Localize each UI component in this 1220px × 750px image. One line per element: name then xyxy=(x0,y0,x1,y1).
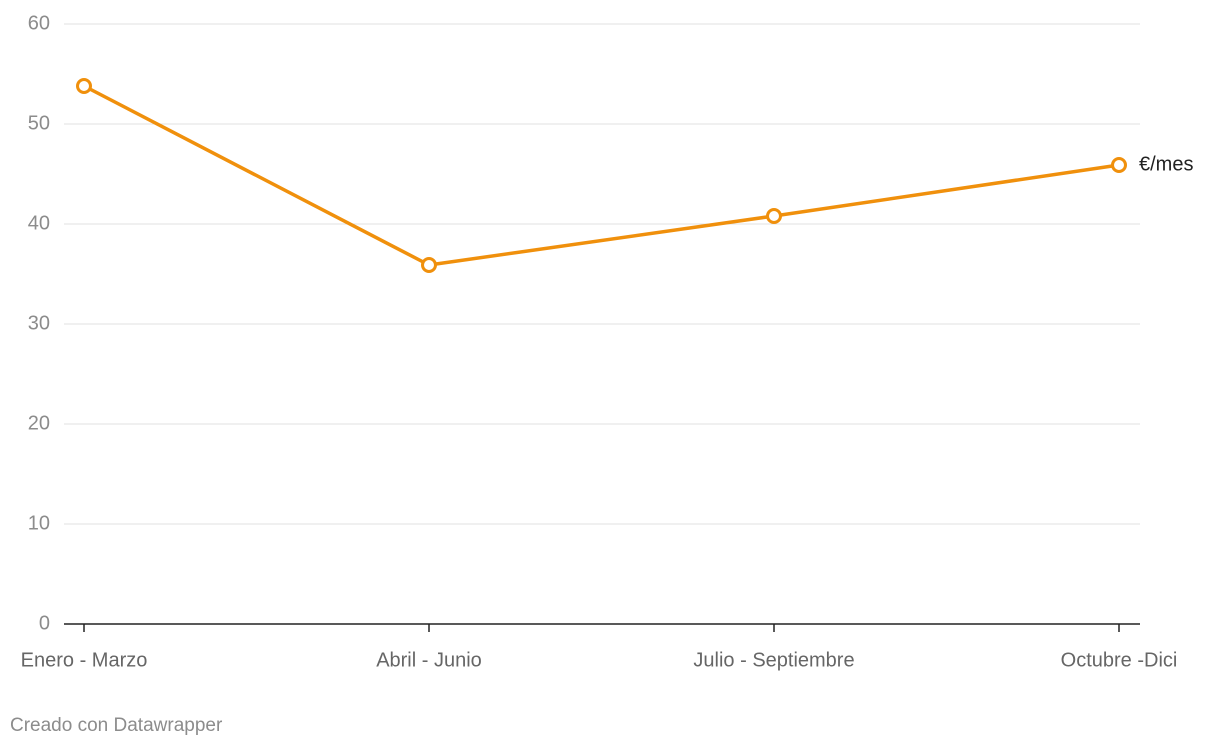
point xyxy=(76,78,92,94)
y-tick-label: 50 xyxy=(28,112,50,134)
series-label: €/mes xyxy=(1139,153,1193,175)
point xyxy=(1111,157,1127,173)
y-tick-label: 40 xyxy=(28,212,50,234)
x-tick-label: Enero - Marzo xyxy=(21,649,148,671)
x-tick-label: Abril - Junio xyxy=(376,649,482,671)
point xyxy=(766,208,782,224)
y-tick-label: 20 xyxy=(28,412,50,434)
x-tick-label: Octubre -Dici xyxy=(1061,649,1178,671)
y-tick-label: 10 xyxy=(28,512,50,534)
credit: Creado con Datawrapper xyxy=(10,715,223,736)
point xyxy=(421,257,437,273)
y-tick-label: 30 xyxy=(28,312,50,334)
y-tick-label: 60 xyxy=(28,12,50,34)
y-tick-label: 0 xyxy=(39,612,50,634)
series-line xyxy=(83,84,1120,267)
x-tick-label: Julio - Septiembre xyxy=(693,649,854,671)
